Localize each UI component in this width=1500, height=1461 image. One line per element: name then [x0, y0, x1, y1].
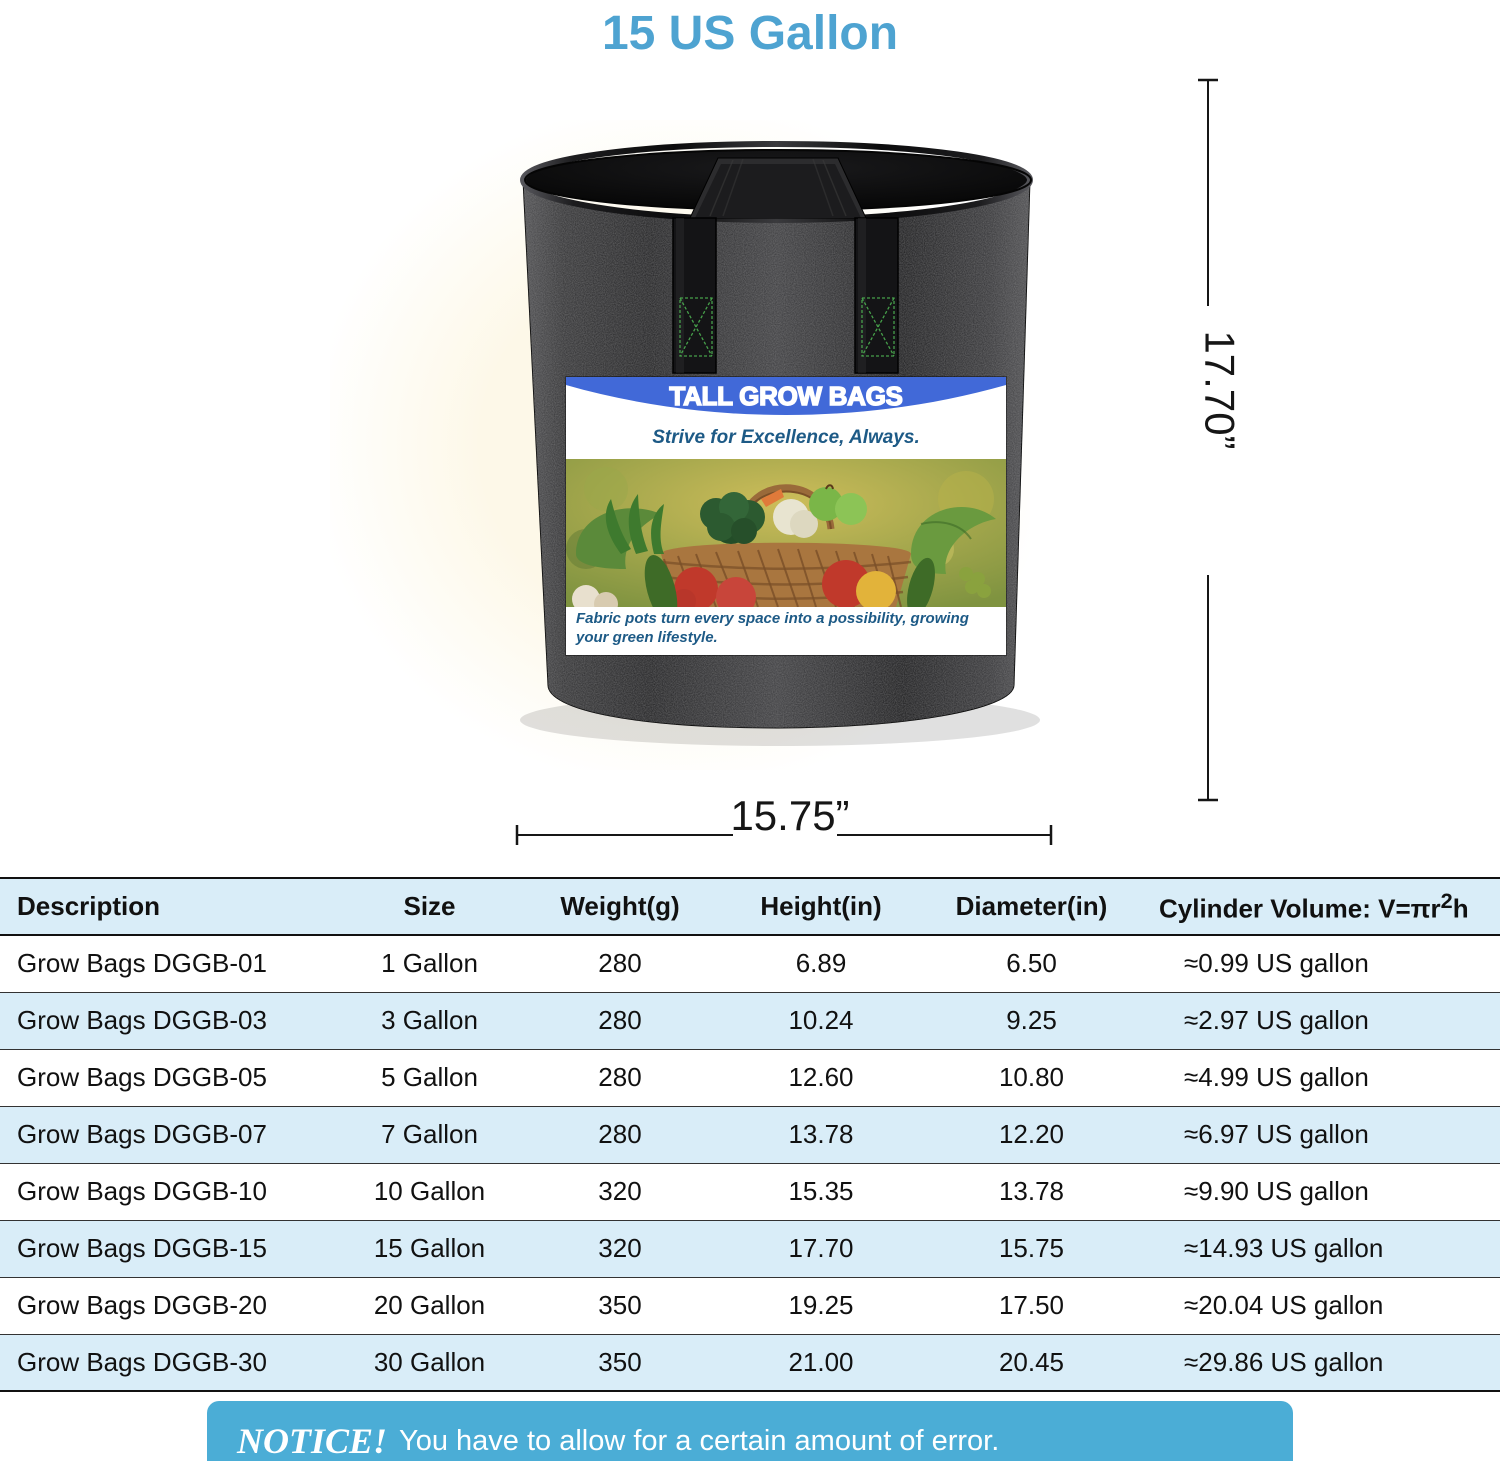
svg-text:TALL GROW BAGS: TALL GROW BAGS	[669, 381, 902, 411]
